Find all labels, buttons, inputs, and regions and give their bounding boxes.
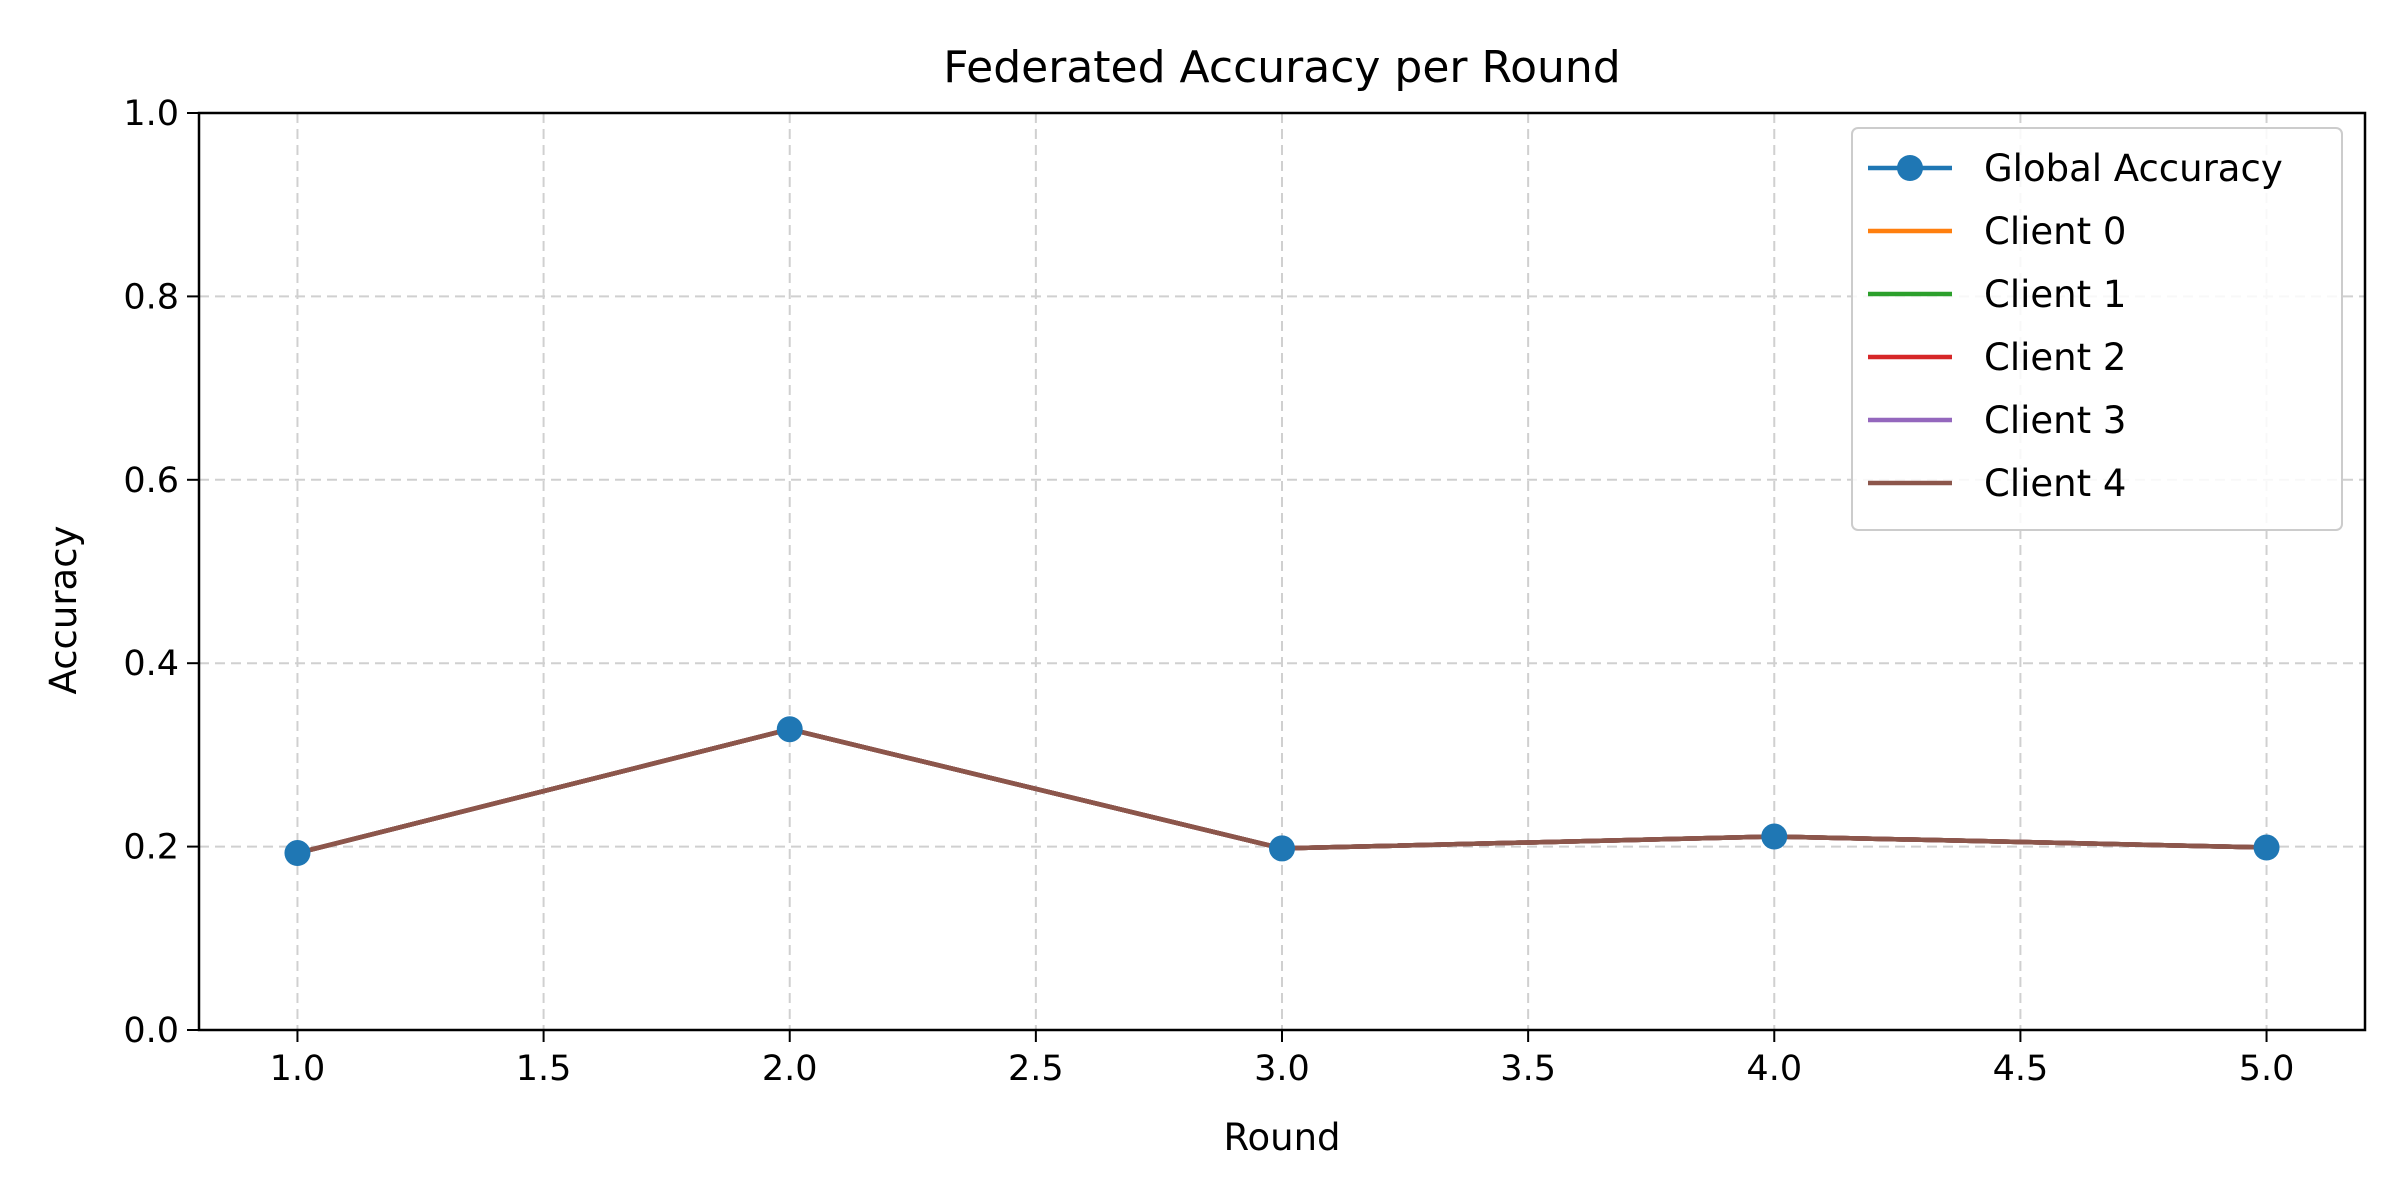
series-markers — [284, 716, 2280, 867]
tick-marks: 1.0 1.5 2.0 2.5 3.0 3.5 4.0 4.5 5.0 0.0 0.2 0.4 0.6 0… — [123, 94, 2294, 1089]
series-0-point-1 — [776, 716, 803, 743]
legend-marker-0 — [1897, 155, 1923, 181]
x-tick-label-0: 1.0 — [270, 1049, 326, 1089]
series-0-point-2 — [1269, 835, 1295, 862]
y-tick-label-3: 0.6 — [123, 461, 179, 501]
series-0-point-0 — [284, 840, 311, 867]
legend-label-0: Global Accuracy — [1984, 147, 2283, 190]
y-tick-label-1: 0.2 — [123, 828, 179, 868]
series-0-point-3 — [1761, 823, 1788, 850]
legend-box — [1851, 127, 2343, 531]
chart-title: Federated Accuracy per Round — [943, 42, 1620, 93]
x-tick-label-7: 4.5 — [1993, 1049, 2049, 1089]
x-axis-label: Round — [1223, 1116, 1340, 1159]
series-0-point-4 — [2253, 834, 2280, 861]
y-tick-label-2: 0.4 — [123, 644, 179, 684]
x-tick-label-6: 4.0 — [1746, 1049, 1802, 1089]
x-tick-label-5: 3.5 — [1500, 1049, 1556, 1089]
y-tick-label-0: 0.0 — [123, 1011, 179, 1051]
x-tick-label-2: 2.0 — [762, 1049, 818, 1089]
legend-label-4: Client 3 — [1984, 399, 2126, 442]
legend-label-1: Client 0 — [1984, 210, 2126, 253]
legend-label-2: Client 1 — [1984, 273, 2126, 316]
x-tick-label-1: 1.5 — [516, 1049, 572, 1089]
legend-label-5: Client 4 — [1984, 462, 2126, 505]
legend: Global Accuracy Client 0 Client 1 Client 2 C… — [1851, 127, 2343, 531]
legend-label-3: Client 2 — [1984, 336, 2126, 379]
y-tick-label-4: 0.8 — [123, 277, 179, 317]
x-tick-label-3: 2.5 — [1008, 1049, 1064, 1089]
y-axis-label: Accuracy — [42, 526, 85, 695]
x-tick-label-4: 3.0 — [1254, 1049, 1310, 1089]
y-tick-label-5: 1.0 — [123, 94, 179, 134]
x-tick-label-8: 5.0 — [2239, 1049, 2295, 1089]
